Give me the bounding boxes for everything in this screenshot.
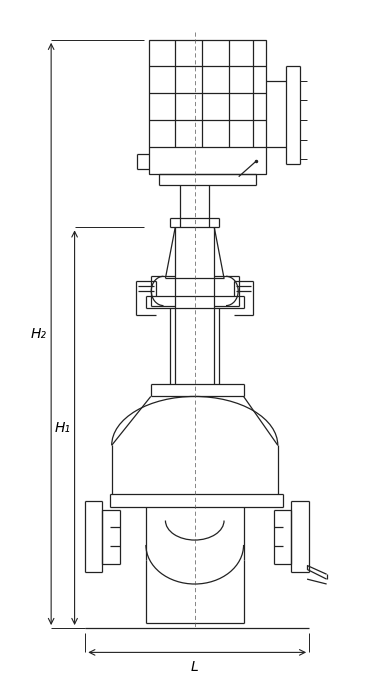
- Text: H₁: H₁: [55, 420, 71, 435]
- Bar: [149, 40, 266, 174]
- Text: H₂: H₂: [31, 327, 46, 341]
- Text: L: L: [191, 660, 199, 674]
